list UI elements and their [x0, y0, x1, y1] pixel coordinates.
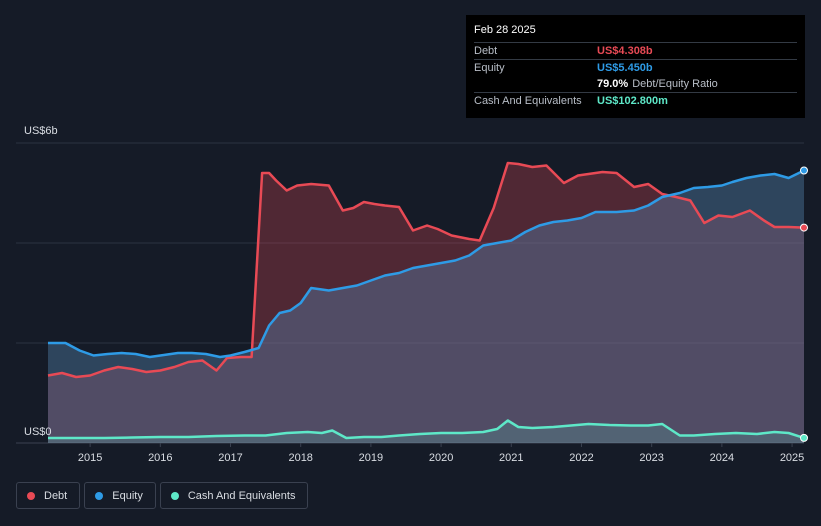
tooltip: Feb 28 2025 Debt US$4.308b Equity US$5.4… — [466, 15, 805, 118]
legend-item-equity[interactable]: Equity — [84, 482, 156, 509]
debt-area — [48, 163, 804, 443]
y-axis-label-top: US$6b — [24, 125, 58, 137]
grid-lines — [16, 142, 804, 444]
series-areas — [48, 163, 804, 443]
tooltip-row-debt: Debt US$4.308b — [474, 42, 797, 59]
series-endpoints — [800, 166, 808, 442]
legend-dot-icon — [27, 491, 35, 500]
tooltip-value-equity: US$5.450b — [597, 62, 653, 74]
debt-endpoint — [800, 223, 808, 232]
tooltip-row-cash: Cash And Equivalents US$102.800m — [474, 92, 797, 109]
tooltip-label: Debt — [474, 45, 498, 57]
tooltip-value-debt: US$4.308b — [597, 45, 653, 57]
x-axis-ticks: 2015 2016 2017 2018 2019 2020 2021 2022 2023 2024… — [78, 443, 804, 464]
legend-label: Equity — [112, 489, 143, 502]
legend-item-debt[interactable]: Debt — [16, 482, 81, 509]
legend-label: Cash And Equivalents — [187, 489, 296, 502]
x-tick-label: 2018 — [288, 452, 312, 464]
x-tick-label: 2024 — [710, 452, 734, 464]
x-tick-label: 2015 — [78, 452, 102, 464]
x-tick-label: 2021 — [499, 452, 523, 464]
legend-dot-icon — [170, 491, 179, 500]
x-tick-label: 2019 — [359, 452, 383, 464]
tooltip-row-ratio: 79.0% Debt/Equity Ratio — [474, 76, 797, 92]
cash-endpoint — [800, 433, 808, 442]
tooltip-ratio-caption: Debt/Equity Ratio — [632, 78, 718, 90]
legend-item-cash[interactable]: Cash And Equivalents — [159, 482, 309, 509]
tooltip-label: Cash And Equivalents — [474, 95, 582, 107]
x-tick-label: 2017 — [218, 452, 242, 464]
equity-endpoint — [800, 166, 808, 175]
tooltip-value-cash: US$102.800m — [597, 95, 668, 107]
x-tick-label: 2016 — [148, 452, 172, 464]
x-tick-label: 2023 — [639, 452, 663, 464]
legend-dot-icon — [95, 491, 104, 500]
series-lines — [47, 161, 805, 440]
tooltip-label: Equity — [474, 62, 505, 74]
y-axis-label-bottom: US$0 — [24, 426, 52, 438]
x-tick-label: 2022 — [569, 452, 593, 464]
legend-label: Debt — [44, 489, 68, 502]
x-tick-label: 2025 — [780, 452, 804, 464]
tooltip-value-ratio: 79.0% — [597, 78, 629, 90]
equity-overlap-area — [48, 170, 804, 443]
tooltip-date: Feb 28 2025 — [474, 24, 536, 36]
tooltip-row-equity: Equity US$5.450b — [474, 59, 797, 76]
x-tick-label: 2020 — [429, 452, 453, 464]
legend: Debt Equity Cash And Equivalents — [16, 482, 309, 509]
equity-line — [48, 169, 805, 359]
cash-line — [48, 419, 805, 440]
equity-area — [48, 170, 804, 443]
